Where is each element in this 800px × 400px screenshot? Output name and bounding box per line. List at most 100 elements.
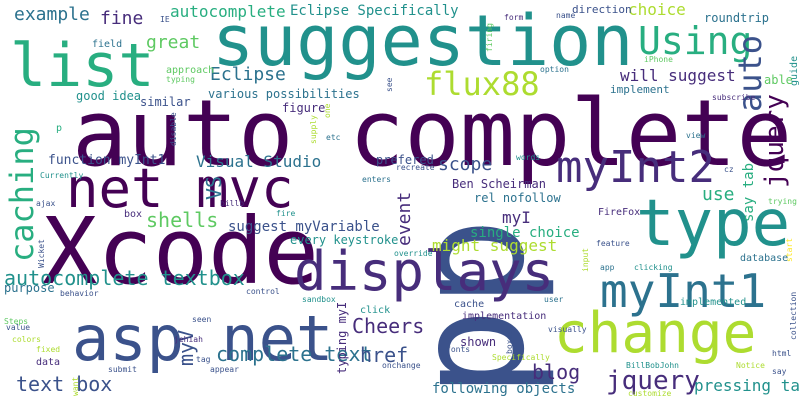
word-purpose: purpose: [4, 281, 55, 295]
word-list: list: [10, 31, 155, 101]
word-data: data: [36, 357, 61, 368]
word-ajax: ajax: [36, 199, 56, 208]
word-name: name: [556, 11, 576, 20]
word-ie: IE: [160, 15, 170, 24]
word-roundtrip: roundtrip: [704, 11, 770, 25]
word-choice: choice: [628, 0, 686, 19]
word-box: box: [124, 209, 143, 220]
word-visual-studio: Visual Studio: [196, 152, 322, 171]
word-onchange: onchange: [382, 361, 421, 370]
word-vs: VS: [202, 175, 226, 200]
word-able: able: [764, 73, 793, 87]
word-shells: shells: [146, 208, 219, 232]
word-supply: supply: [309, 115, 318, 144]
word-notice: Notice: [736, 361, 765, 370]
word-eclipse-specifically: Eclipse Specifically: [290, 3, 459, 19]
word-autocomplete: autocomplete: [170, 2, 286, 21]
word-blog: blog: [532, 360, 581, 384]
word-complete-text: complete text: [216, 342, 373, 366]
word-implement: implement: [610, 83, 670, 96]
word-myi: myI: [502, 208, 531, 227]
word-say-tab: say tab: [741, 162, 757, 222]
word-subscribe: subscribe: [712, 93, 756, 102]
word-xcode: Xcode: [42, 198, 319, 305]
word-asp-net: asp net: [72, 302, 334, 375]
word-fonts: fonts: [446, 345, 471, 354]
word-pressing-tab: pressing tab: [694, 376, 800, 395]
word-similar: similar: [140, 95, 191, 109]
word-tag: tag: [196, 355, 211, 364]
word-want: want: [71, 376, 80, 396]
word-example: example: [14, 4, 90, 25]
word-typing-myi: typing myI: [335, 301, 349, 374]
word-firing: firing: [485, 23, 494, 52]
word-firefox: FireFox: [598, 207, 641, 218]
word-every-keystroke: every keystroke: [290, 233, 399, 247]
word-various-possibilities: various possibilities: [208, 87, 360, 101]
word-control: control: [246, 287, 280, 296]
word-good-idea: good idea: [76, 89, 142, 103]
word-clicking: clicking: [634, 263, 673, 272]
word-sandbox: sandbox: [302, 295, 336, 304]
word-event: event: [394, 191, 415, 246]
word-using: Using: [638, 19, 753, 63]
word-override: override: [394, 249, 433, 258]
word-implementation: implementation: [462, 311, 547, 322]
word-function-myint1: function myInt1: [48, 153, 166, 168]
word-click: click: [360, 305, 391, 316]
word-eclipse: Eclipse: [210, 64, 286, 85]
word-input: input: [581, 247, 590, 272]
word-use: use: [702, 184, 735, 205]
word-etc: etc: [326, 133, 341, 142]
word-displays: displays: [294, 240, 555, 303]
word-option: option: [540, 65, 569, 74]
word-feature: feature: [596, 239, 630, 248]
word-value: value: [6, 323, 31, 332]
word-currently: Currently: [40, 171, 84, 180]
word-cheers: Cheers: [352, 314, 425, 338]
word-seen: seen: [192, 315, 212, 324]
word-caching: caching: [3, 127, 41, 262]
word-user: user: [544, 295, 564, 304]
word-one: one: [323, 103, 332, 118]
word-myint1: myInt1: [600, 264, 767, 318]
word-words: words: [516, 153, 541, 162]
word-rel-nofollow: rel nofollow: [474, 191, 561, 205]
word-recreate: recreate: [396, 163, 435, 172]
word-billbobjohn: BillBobJohn: [626, 361, 679, 370]
word-single-choice: single choice: [470, 225, 580, 241]
word-say: say: [772, 367, 787, 376]
word-submit: submit: [108, 365, 137, 374]
word-type: type: [636, 187, 791, 261]
word-text-box: text box: [16, 372, 113, 396]
word-boxes: boxes: [505, 329, 514, 354]
word-autocomplete-textbox: autocomplete textbox: [4, 266, 245, 290]
word-fixed: fixed: [36, 345, 61, 354]
word-suggest-myvariable: suggest myVariable: [228, 219, 380, 235]
word-fire: fire: [276, 209, 296, 218]
word-cz: cz: [724, 165, 734, 174]
word-auto-complete: auto complete: [72, 80, 793, 187]
word-specifically: Specifically: [492, 353, 550, 362]
word-see: see: [385, 77, 394, 92]
word-fine: fine: [100, 8, 144, 29]
word-collection: collection: [789, 291, 798, 340]
word-database: database: [740, 253, 789, 264]
word-jquery: jquery: [606, 366, 700, 396]
word-jquery-vertical: jquery: [760, 94, 790, 188]
word-net-mvc: net mvc: [66, 157, 294, 220]
word-cache: cache: [454, 299, 485, 310]
word-enters: enters: [362, 175, 391, 184]
word-steps: Steps: [4, 317, 29, 326]
word-form: form: [504, 13, 524, 22]
word-great: great: [146, 32, 201, 53]
word-implemented: implemented: [680, 297, 747, 308]
word-might-suggest: might suggest: [432, 236, 558, 255]
word-app: app: [600, 263, 615, 272]
word-customize: customize: [628, 389, 672, 398]
word-href: href: [360, 343, 409, 367]
word-ben-scheirman: Ben Scheirman: [452, 177, 546, 191]
word-figure: figure: [282, 101, 326, 115]
word-iphone: iPhone: [644, 55, 673, 64]
